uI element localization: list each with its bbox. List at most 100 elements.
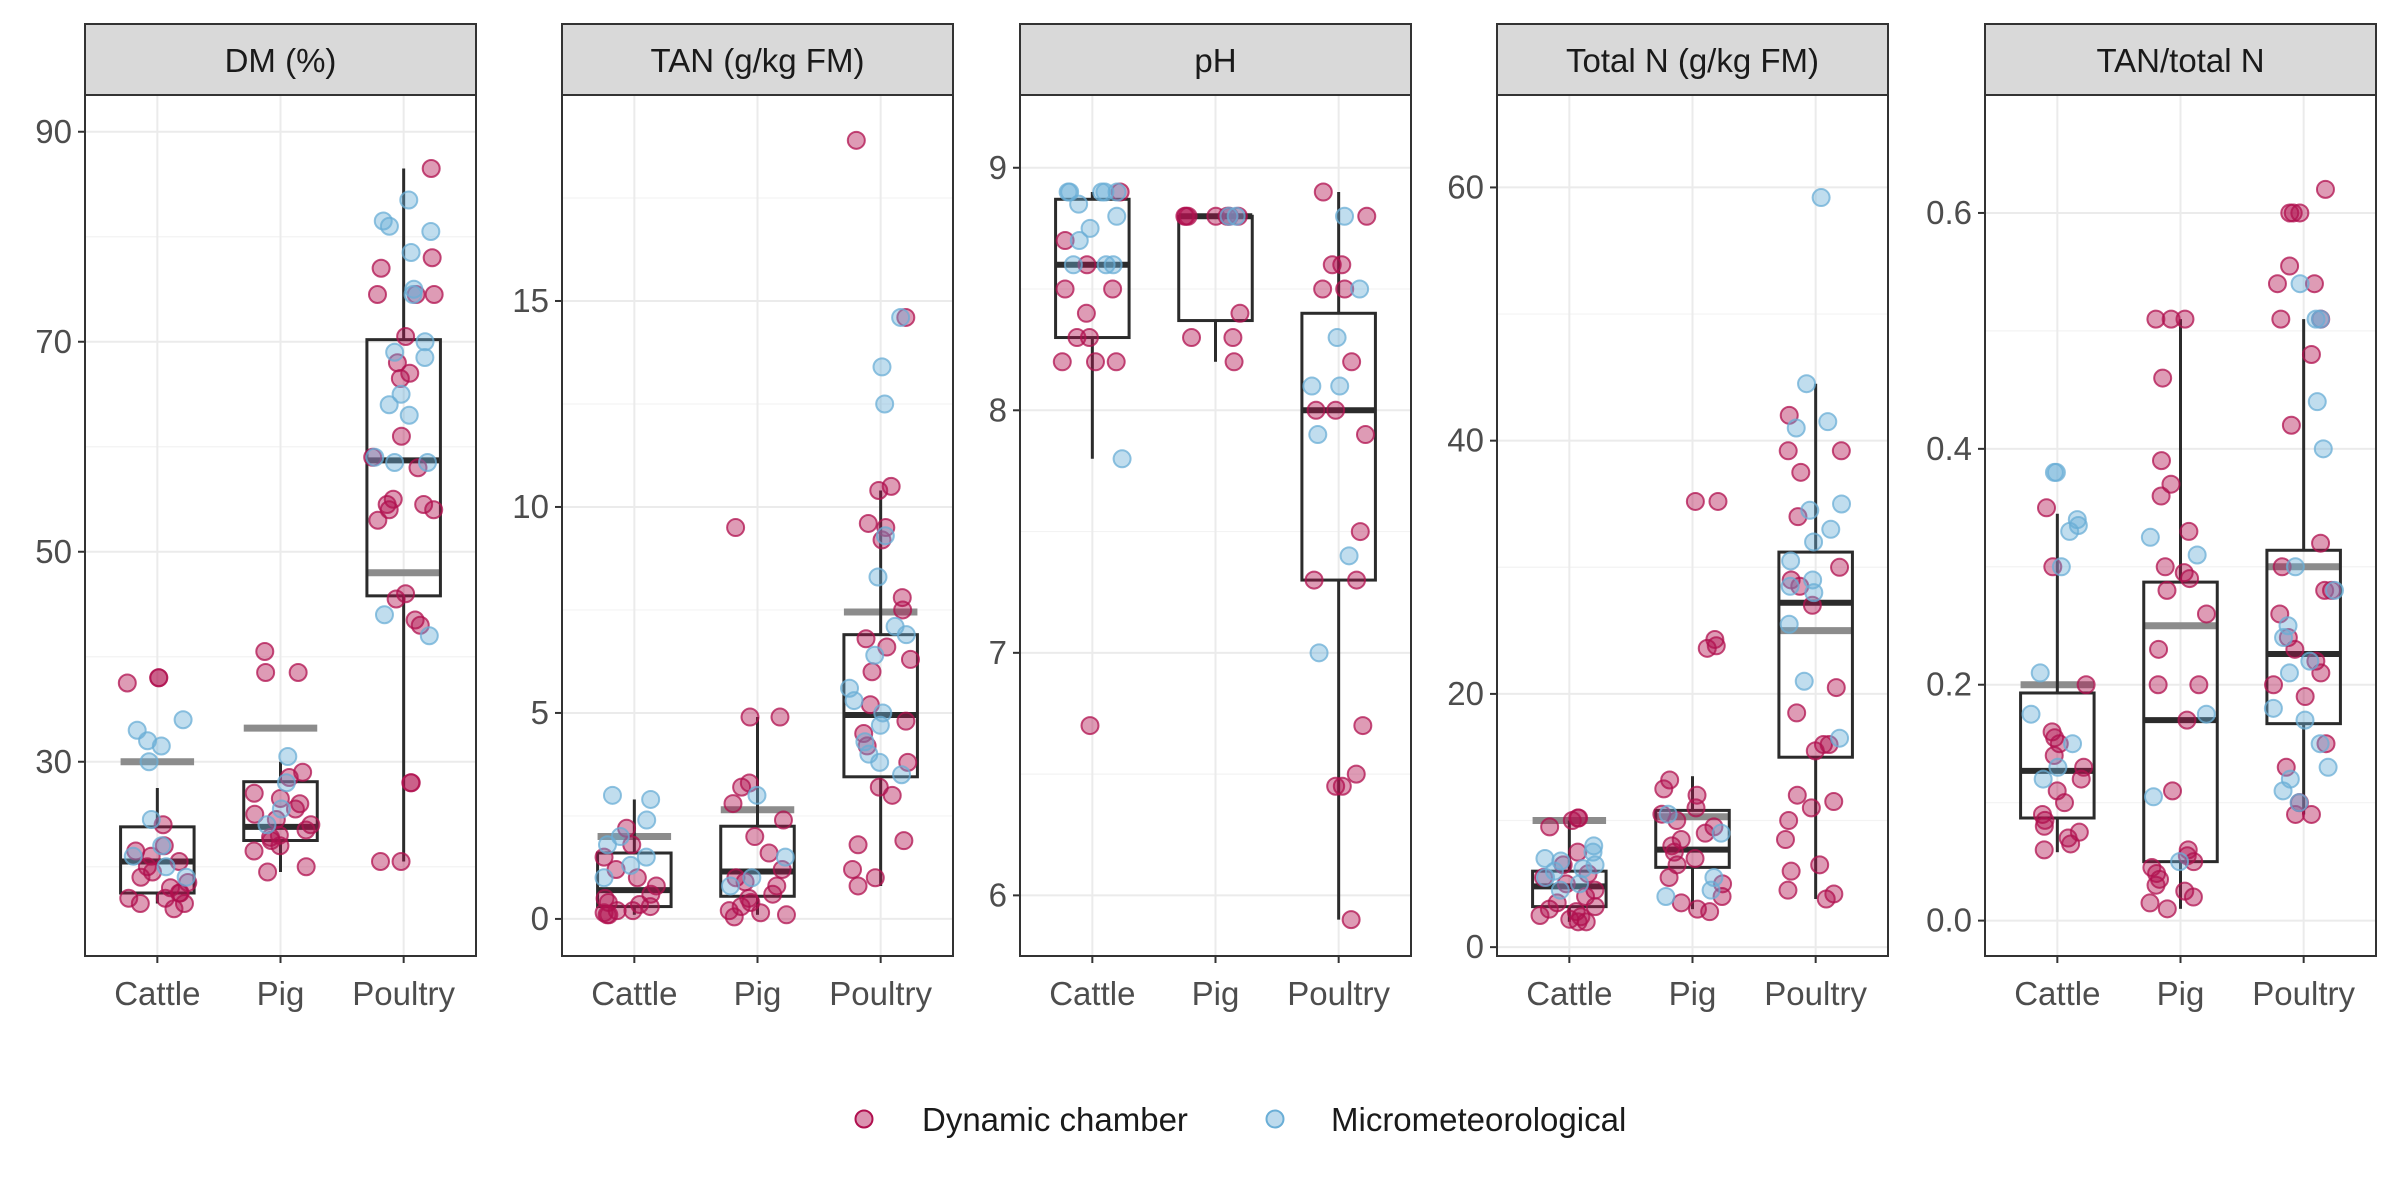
point-pig-dynamic-chamber bbox=[763, 884, 783, 904]
y-tick-label: 9 bbox=[989, 149, 1007, 186]
panel-total-n-g-kg-fm: 0 20 40 60 Total N (g/kg FM) Cattle Pig Poultry bbox=[1447, 23, 1889, 1012]
point-pig-dynamic-chamber bbox=[2148, 675, 2168, 695]
point-poultry-micrometeorological bbox=[2307, 392, 2327, 412]
point-poultry-micrometeorological bbox=[1786, 418, 1806, 438]
point-pig-dynamic-chamber bbox=[2146, 875, 2166, 895]
point-pig-dynamic-chamber bbox=[258, 862, 278, 882]
point-cattle-micrometeorological bbox=[2060, 521, 2080, 541]
point-poultry-dynamic-chamber bbox=[1831, 441, 1851, 461]
x-tick-label-pig: Pig bbox=[1192, 975, 1240, 1012]
point-poultry-micrometeorological bbox=[872, 357, 892, 377]
point-pig-dynamic-chamber bbox=[1685, 849, 1705, 869]
point-poultry-micrometeorological bbox=[1781, 551, 1801, 571]
point-poultry-dynamic-chamber bbox=[2301, 344, 2321, 364]
point-poultry-micrometeorological bbox=[1830, 728, 1850, 748]
point-pig-micrometeorological bbox=[276, 773, 296, 793]
box-iqr bbox=[1300, 311, 1377, 582]
point-poultry-micrometeorological bbox=[896, 625, 916, 645]
point-poultry-micrometeorological bbox=[385, 453, 405, 472]
point-cattle-dynamic-chamber bbox=[2061, 834, 2081, 854]
point-cattle-micrometeorological bbox=[2044, 462, 2064, 482]
point-poultry-micrometeorological bbox=[2310, 734, 2330, 754]
point-pig-micrometeorological bbox=[720, 876, 740, 896]
point-pig-dynamic-chamber bbox=[1182, 328, 1202, 348]
point-pig-dynamic-chamber bbox=[1224, 352, 1244, 372]
strip-background bbox=[561, 23, 954, 96]
point-pig-dynamic-chamber bbox=[1230, 303, 1250, 323]
panel-tan-g-kg-fm: 0 5 10 15 TAN (g/kg FM) Cattle Pig Poultry bbox=[512, 23, 954, 1012]
point-pig-dynamic-chamber bbox=[2184, 852, 2204, 872]
point-poultry-dynamic-chamber bbox=[896, 711, 916, 731]
point-poultry-dynamic-chamber bbox=[1810, 855, 1830, 875]
point-poultry-dynamic-chamber bbox=[2311, 663, 2331, 683]
y-tick-label: 70 bbox=[35, 323, 72, 360]
box-iqr bbox=[2265, 548, 2342, 726]
point-pig-micrometeorological bbox=[1656, 886, 1676, 906]
point-poultry-micrometeorological bbox=[1818, 412, 1838, 432]
point-pig-micrometeorological bbox=[1701, 880, 1721, 900]
point-cattle-micrometeorological bbox=[152, 836, 172, 856]
point-poultry-micrometeorological bbox=[2310, 309, 2330, 329]
point-poultry-dynamic-chamber bbox=[1355, 425, 1375, 445]
point-cattle-micrometeorological bbox=[141, 810, 161, 829]
box-poultry bbox=[1777, 383, 1854, 900]
point-pig-micrometeorological bbox=[1226, 206, 1246, 226]
strip-title: DM (%) bbox=[225, 42, 337, 79]
point-poultry-dynamic-chamber bbox=[1816, 889, 1836, 909]
point-pig-dynamic-chamber bbox=[296, 820, 316, 840]
point-cattle-micrometeorological bbox=[176, 867, 196, 887]
point-poultry-dynamic-chamber bbox=[1304, 570, 1324, 590]
point-poultry-dynamic-chamber bbox=[1805, 741, 1825, 761]
point-cattle-dynamic-chamber bbox=[1052, 352, 1072, 372]
point-poultry-micrometeorological bbox=[875, 394, 895, 414]
x-tick-label-cattle: Cattle bbox=[591, 975, 677, 1012]
point-poultry-dynamic-chamber bbox=[1350, 522, 1370, 542]
point-poultry-micrometeorological bbox=[2289, 793, 2309, 813]
point-pig-dynamic-chamber bbox=[724, 907, 744, 927]
point-poultry-dynamic-chamber bbox=[893, 600, 913, 620]
y-tick-label: 15 bbox=[512, 282, 549, 319]
point-poultry-micrometeorological bbox=[2274, 628, 2294, 648]
point-pig-dynamic-chamber bbox=[773, 810, 793, 830]
point-cattle-dynamic-chamber bbox=[1540, 817, 1560, 837]
point-pig-dynamic-chamber bbox=[2163, 781, 2183, 801]
point-pig-micrometeorological bbox=[2170, 852, 2190, 872]
point-poultry-dynamic-chamber bbox=[2301, 804, 2321, 824]
point-pig-dynamic-chamber bbox=[2157, 899, 2177, 919]
point-poultry-micrometeorological bbox=[1780, 576, 1800, 596]
point-cattle-dynamic-chamber bbox=[149, 668, 169, 688]
strip-background bbox=[1496, 23, 1889, 96]
point-cattle-micrometeorological bbox=[2021, 704, 2041, 724]
point-poultry-micrometeorological bbox=[399, 190, 419, 210]
point-poultry-dynamic-chamber bbox=[421, 159, 441, 178]
point-poultry-dynamic-chamber bbox=[900, 649, 920, 669]
point-poultry-micrometeorological bbox=[1339, 546, 1359, 566]
point-pig-dynamic-chamber bbox=[296, 857, 316, 877]
point-poultry-dynamic-chamber bbox=[848, 876, 868, 896]
point-pig-dynamic-chamber bbox=[1206, 206, 1226, 226]
point-poultry-dynamic-chamber bbox=[1775, 830, 1795, 850]
x-tick-label-pig: Pig bbox=[257, 975, 305, 1012]
point-poultry-dynamic-chamber bbox=[390, 369, 410, 388]
point-poultry-micrometeorological bbox=[870, 752, 890, 772]
x-tick-label-cattle: Cattle bbox=[1526, 975, 1612, 1012]
point-cattle-micrometeorological bbox=[1536, 867, 1556, 887]
y-tick-label: 8 bbox=[989, 391, 1007, 428]
y-tick-label: 50 bbox=[35, 533, 72, 570]
point-poultry-micrometeorological bbox=[2273, 781, 2293, 801]
point-cattle-micrometeorological bbox=[636, 847, 656, 867]
point-pig-dynamic-chamber bbox=[2177, 710, 2197, 730]
point-cattle-micrometeorological bbox=[1573, 859, 1593, 879]
point-pig-micrometeorological bbox=[2140, 527, 2160, 547]
point-pig-dynamic-chamber bbox=[1659, 867, 1679, 887]
point-poultry-micrometeorological bbox=[1794, 671, 1814, 691]
point-cattle-dynamic-chamber bbox=[1539, 899, 1559, 919]
point-cattle-micrometeorological bbox=[1069, 194, 1089, 214]
point-poultry-micrometeorological bbox=[868, 567, 888, 587]
point-cattle-dynamic-chamber bbox=[131, 867, 151, 887]
point-pig-dynamic-chamber bbox=[2153, 368, 2173, 388]
point-cattle-micrometeorological bbox=[1069, 231, 1089, 251]
point-poultry-micrometeorological bbox=[418, 453, 438, 472]
point-pig-micrometeorological bbox=[742, 868, 762, 888]
point-pig-dynamic-chamber bbox=[2196, 604, 2216, 624]
